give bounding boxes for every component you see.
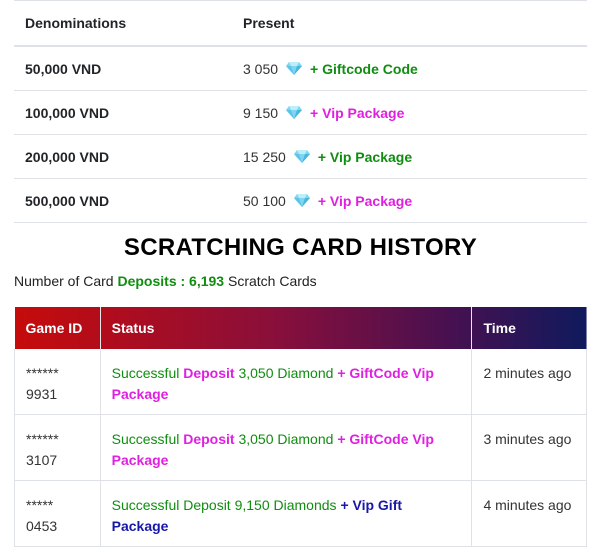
history-row: ****** 3107 Successful Deposit 3,050 Diamo…: [14, 414, 587, 481]
present-cell: 50 100 + Vip Package: [232, 178, 587, 223]
present-cell: 3 050 + Giftcode Code: [232, 46, 587, 91]
bonus-label: + Vip Package: [317, 148, 413, 165]
history-header-row: Game ID Status Time: [14, 307, 587, 349]
col-game-id: Game ID: [14, 307, 101, 349]
page-content: Denominations Present 50,000 VND 3 050 + G…: [14, 0, 587, 547]
diamond-amount: 50 100: [243, 192, 286, 209]
history-table: Game ID Status Time ****** 9931 Successful…: [14, 307, 587, 547]
status-cell: Successful Deposit 9,150 Diamonds + Vip …: [99, 480, 473, 547]
col-status: Status: [100, 307, 473, 349]
game-id: ****** 9931: [14, 349, 101, 415]
present-cell: 9 150 + Vip Package: [232, 90, 587, 135]
time-cell: 2 minutes ago: [471, 349, 587, 415]
denomination-value: 200,000 VND: [14, 134, 232, 179]
time-cell: 4 minutes ago: [471, 480, 587, 547]
diamond-icon: [286, 61, 303, 75]
denomination-row: 500,000 VND 50 100 + Vip Package: [14, 178, 587, 223]
denomination-value: 50,000 VND: [14, 46, 232, 91]
denomination-value: 100,000 VND: [14, 90, 232, 135]
diamond-amount: 15 250: [243, 148, 286, 165]
col-time: Time: [483, 320, 516, 336]
col-denominations: Denominations: [14, 0, 232, 47]
denominations-header-row: Denominations Present: [14, 0, 587, 47]
col-present: Present: [232, 0, 587, 47]
denominations-table: Denominations Present 50,000 VND 3 050 + G…: [14, 0, 587, 223]
game-id: ***** 0453: [14, 480, 101, 547]
denomination-value: 500,000 VND: [14, 178, 232, 223]
denomination-row: 200,000 VND 15 250 + Vip Package: [14, 134, 587, 179]
game-id: ****** 3107: [14, 414, 101, 481]
diamond-icon: [293, 149, 310, 163]
diamond-icon: [293, 193, 310, 207]
diamond-amount: 9 150: [243, 104, 279, 121]
diamond-amount: 3 050: [243, 60, 279, 77]
history-row: ****** 9931 Successful Deposit 3,050 Diamo…: [14, 349, 587, 415]
diamond-icon: [286, 105, 303, 119]
history-title: SCRATCHING CARD HISTORY: [123, 234, 478, 261]
present-cell: 15 250 + Vip Package: [232, 134, 587, 179]
denomination-row: 100,000 VND 9 150 + Vip Package: [14, 90, 587, 135]
bonus-label: + Vip Package: [317, 192, 413, 209]
deposit-count-value: Deposits : 6,193: [117, 273, 225, 289]
bonus-label: + Vip Package: [310, 104, 405, 121]
status-cell: Successful Deposit 3,050 Diamond + GiftC…: [99, 349, 473, 415]
deposit-count: Number of Card Deposits : 6,193 Scratch …: [14, 273, 317, 289]
time-cell: 3 minutes ago: [471, 414, 587, 481]
bonus-label: + Giftcode Code: [310, 60, 418, 77]
status-cell: Successful Deposit 3,050 Diamond + GiftC…: [99, 414, 473, 481]
denomination-row: 50,000 VND 3 050 + Giftcode Code: [14, 46, 587, 91]
history-row: ***** 0453 Successful Deposit 9,150 Diamon…: [14, 480, 587, 547]
